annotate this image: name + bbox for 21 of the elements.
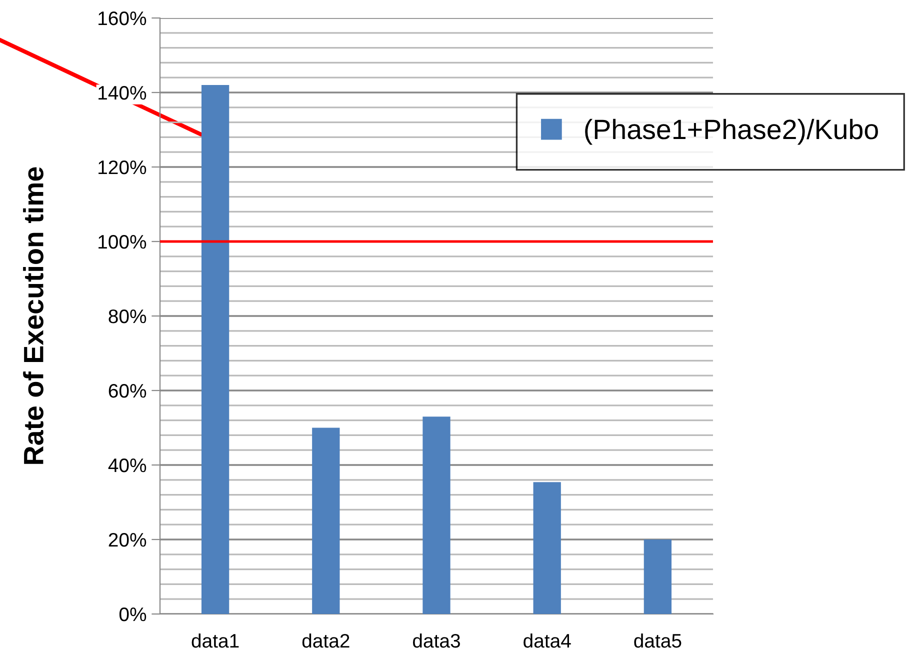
x-tick-label: data1	[192, 633, 239, 648]
x-tick-label: data5	[634, 633, 682, 648]
y-tick-label: 100%	[98, 234, 146, 249]
y-tick-label: 120%	[98, 160, 146, 174]
y-tick-label: 0%	[119, 607, 146, 622]
y-axis-title: Rate of Execution time	[23, 167, 44, 464]
y-tick-label: 40%	[108, 458, 146, 472]
y-tick-label: 160%	[98, 11, 146, 26]
y-tick-label: 60%	[108, 384, 146, 398]
y-tick-label: 20%	[108, 532, 146, 547]
bar	[533, 482, 561, 614]
y-tick-label: 80%	[108, 309, 146, 324]
bar	[644, 540, 672, 614]
bar	[312, 428, 340, 614]
x-tick-label: data3	[412, 633, 460, 648]
bar	[422, 416, 450, 614]
x-tick-label: data4	[524, 633, 571, 648]
bar	[201, 85, 230, 614]
x-tick-label: data2	[302, 633, 350, 648]
legend-label: (Phase1+Phase2)/Kubo	[585, 118, 878, 145]
y-tick-label: 140%	[98, 86, 146, 100]
